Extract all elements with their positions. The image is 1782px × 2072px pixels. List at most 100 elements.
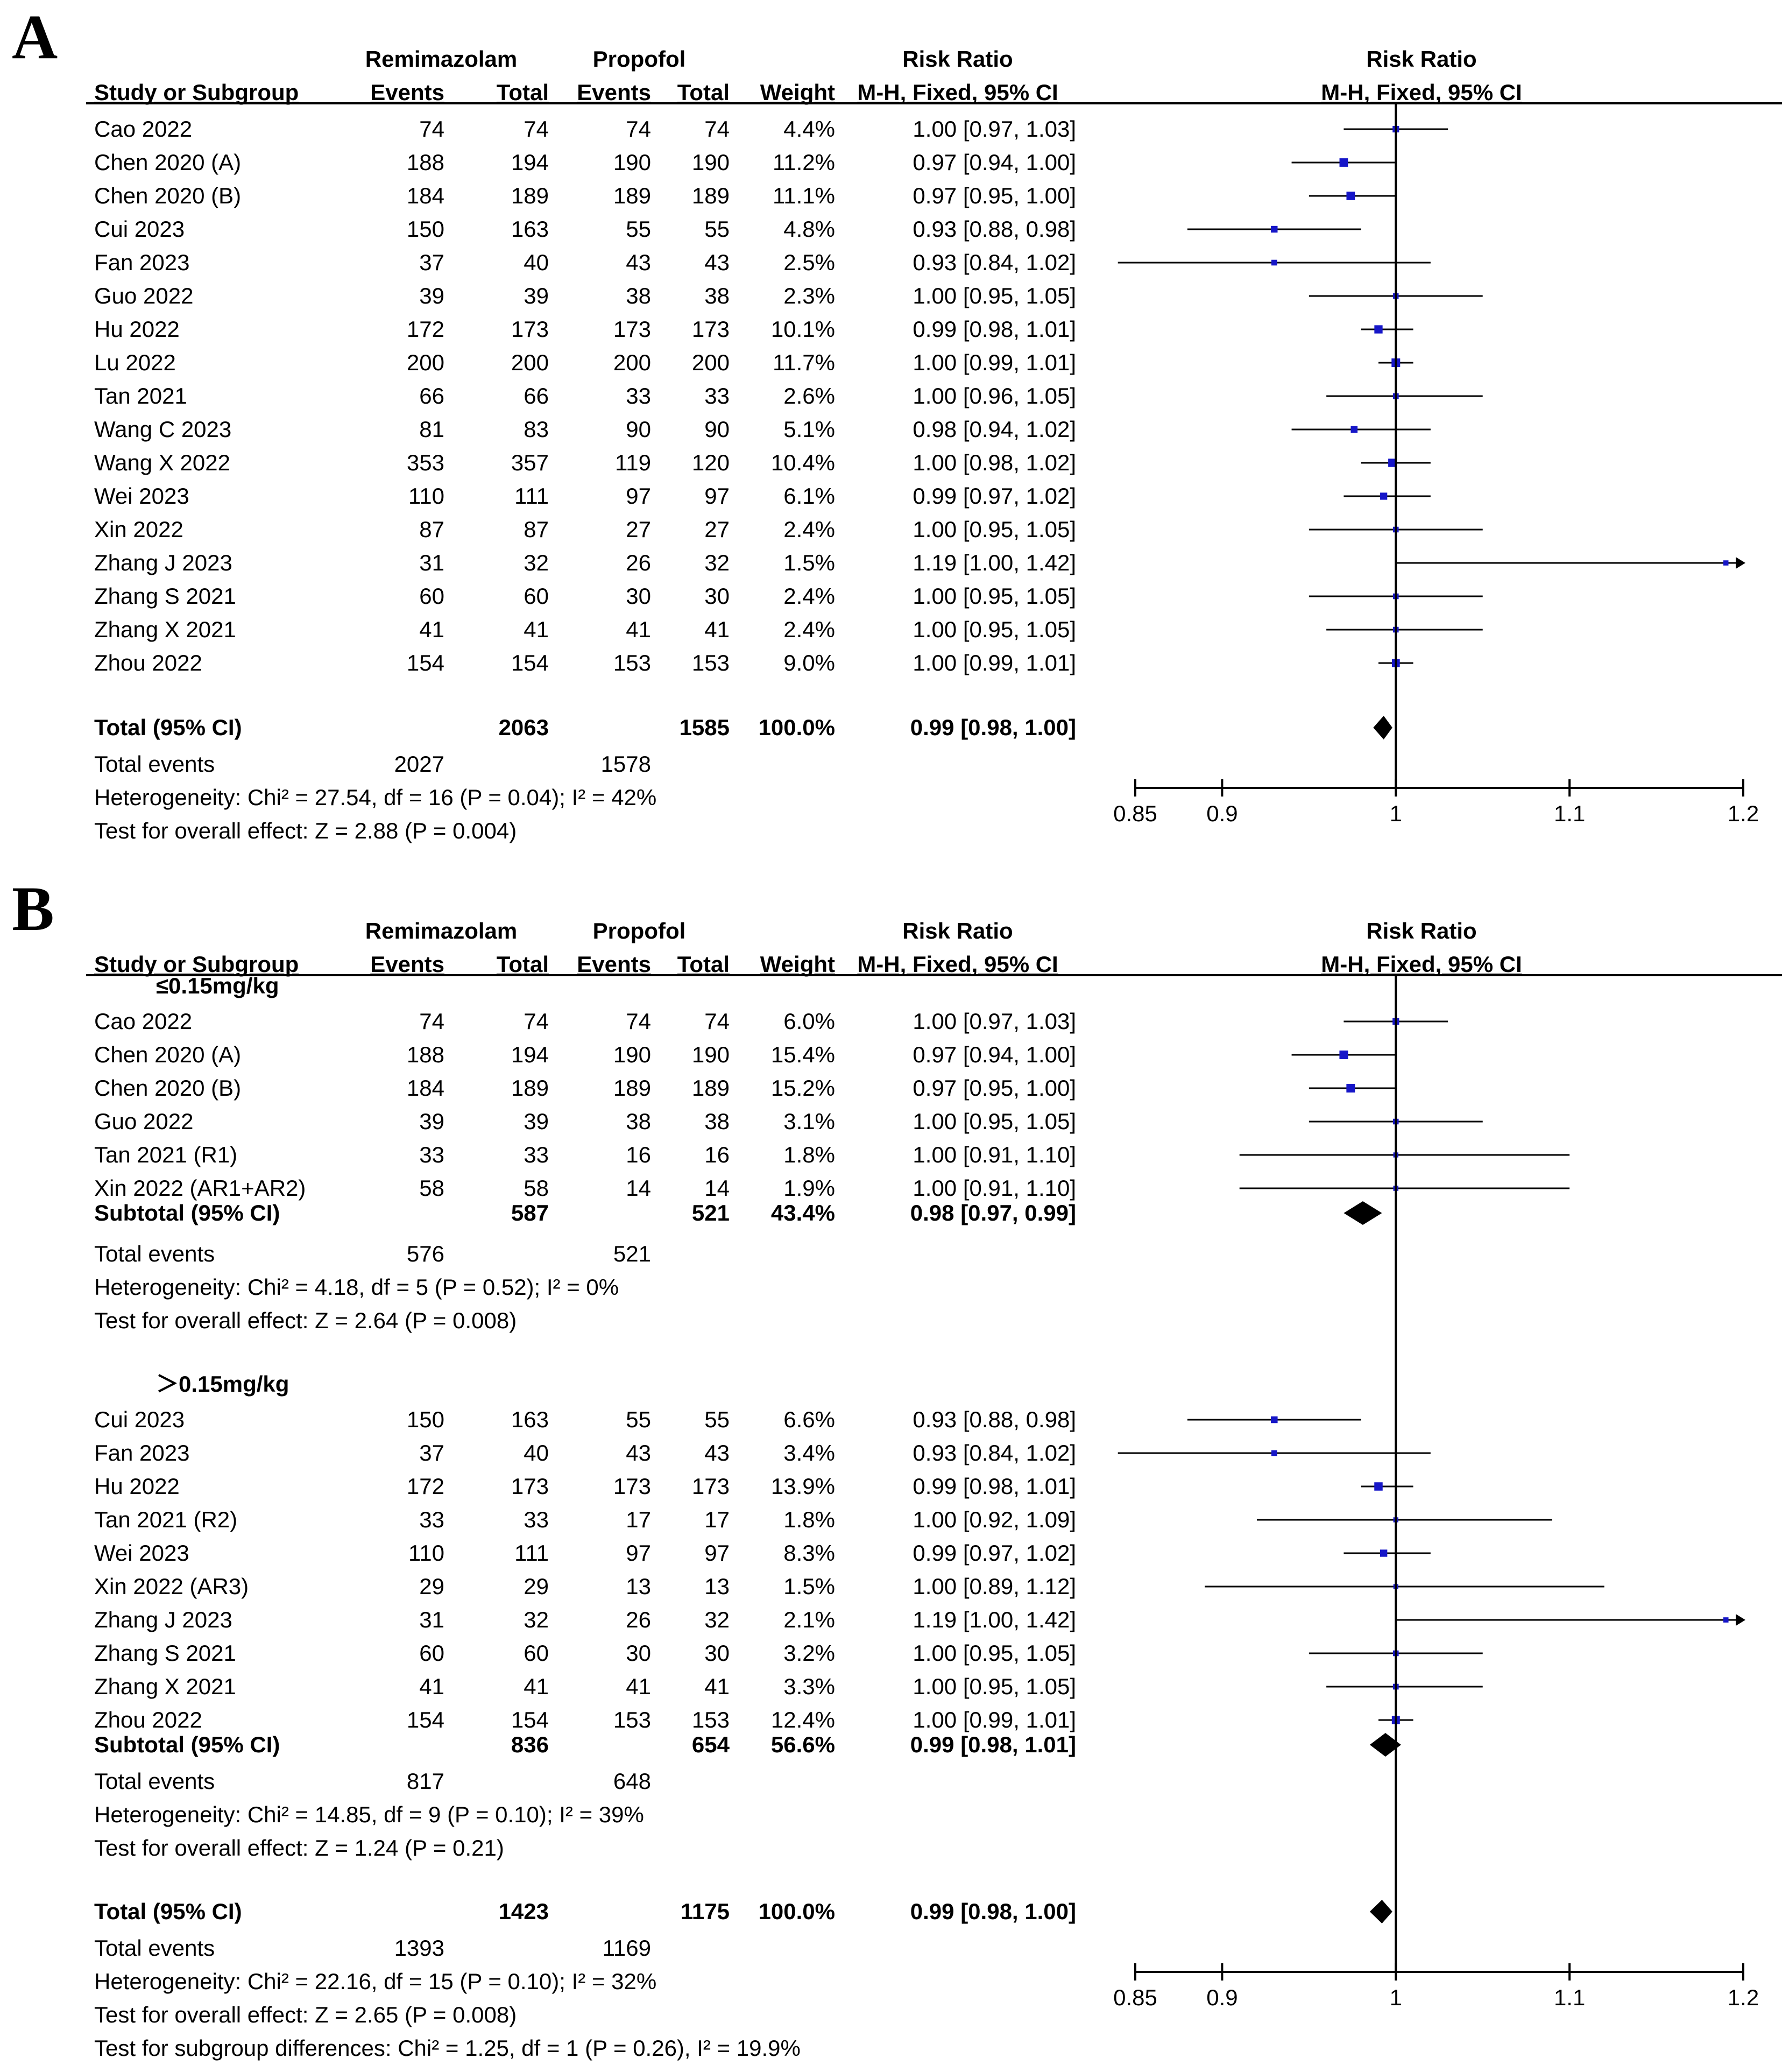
total2-header: Total — [677, 80, 730, 105]
x-tick-label: 0.85 — [1113, 1985, 1157, 2010]
total1-header: Total — [496, 952, 549, 977]
total-events2: 521 — [613, 1241, 651, 1266]
total1-value: 194 — [511, 1042, 549, 1067]
weight-value: 3.2% — [783, 1640, 835, 1666]
study-name: Guo 2022 — [94, 1109, 194, 1134]
study-name: Wei 2023 — [94, 483, 189, 509]
events2-header: Events — [577, 80, 651, 105]
total-events2: 1578 — [600, 751, 651, 777]
total1-value: 111 — [514, 1540, 549, 1566]
x-tick-label: 1 — [1389, 1985, 1402, 2010]
events2-value: 190 — [613, 150, 651, 175]
total-weight: 43.4% — [770, 1200, 835, 1225]
total2-value: 16 — [704, 1142, 730, 1167]
total-ci: 0.98 [0.97, 0.99] — [910, 1200, 1076, 1225]
study-marker — [1380, 492, 1388, 500]
events1-header: Events — [370, 952, 444, 977]
panel-letter: B — [12, 873, 54, 944]
total2-value: 38 — [704, 1109, 730, 1134]
events1-value: 41 — [419, 1674, 444, 1699]
ci-value: 1.00 [0.98, 1.02] — [913, 450, 1076, 475]
events1-value: 39 — [419, 283, 444, 308]
total2-value: 17 — [704, 1507, 730, 1532]
events2-value: 97 — [626, 483, 651, 509]
total1-value: 58 — [524, 1175, 549, 1201]
heterogeneity-text: Heterogeneity: Chi² = 14.85, df = 9 (P =… — [94, 1802, 644, 1827]
study-name: Fan 2023 — [94, 250, 190, 275]
events2-value: 14 — [626, 1175, 651, 1201]
ci-value: 1.00 [0.95, 1.05] — [913, 517, 1076, 542]
total2-value: 153 — [691, 650, 730, 675]
overall-effect-text: Test for overall effect: Z = 2.64 (P = 0… — [94, 1308, 517, 1333]
forest-plot-panel-a: A Remimazolam Propofol Risk Ratio Risk Rati… — [0, 0, 1782, 872]
study-marker — [1271, 1450, 1277, 1456]
plot-rr-method-header: M-H, Fixed, 95% CI — [1321, 952, 1522, 977]
total-events1: 576 — [406, 1241, 444, 1266]
study-name: Wang X 2022 — [94, 450, 230, 475]
events2-value: 119 — [615, 450, 651, 475]
weight-value: 6.6% — [783, 1407, 835, 1432]
pooled-diamond — [1369, 1900, 1392, 1923]
group2-header: Propofol — [592, 46, 686, 72]
total2-value: 189 — [691, 1075, 730, 1101]
subgroup-heading: ≤0.15mg/kg — [156, 973, 279, 998]
total1-value: 41 — [524, 1674, 549, 1699]
total2-value: 27 — [704, 517, 730, 542]
events2-value: 30 — [626, 1640, 651, 1666]
total1-value: 60 — [524, 1640, 549, 1666]
total1-value: 173 — [511, 1474, 549, 1499]
rr-header: Risk Ratio — [902, 918, 1013, 943]
total-events1: 817 — [406, 1768, 444, 1794]
events1-header: Events — [370, 80, 444, 105]
total-events1: 2027 — [394, 751, 444, 777]
study-name: Zhang J 2023 — [94, 550, 232, 575]
x-tick-label: 0.9 — [1206, 1985, 1238, 2010]
total2-value: 41 — [704, 1674, 730, 1699]
total1-value: 40 — [524, 1440, 549, 1465]
total1-value: 163 — [511, 216, 549, 242]
plot-rr-header: Risk Ratio — [1366, 46, 1477, 72]
subgroup-difference-text: Test for subgroup differences: Chi² = 1.… — [94, 2035, 801, 2061]
study-name: Xin 2022 (AR1+AR2) — [94, 1175, 306, 1201]
study-marker — [1350, 426, 1358, 433]
total2-value: 90 — [704, 417, 730, 442]
ci-value: 0.93 [0.84, 1.02] — [913, 1440, 1076, 1465]
total1-header: Total — [496, 80, 549, 105]
study-name: Fan 2023 — [94, 1440, 190, 1465]
study-name: Hu 2022 — [94, 1474, 180, 1499]
events1-value: 33 — [419, 1142, 444, 1167]
total1-value: 83 — [524, 417, 549, 442]
ci-value: 1.00 [0.97, 1.03] — [913, 1009, 1076, 1034]
weight-value: 3.1% — [783, 1109, 835, 1134]
total-events-label: Total events — [94, 1241, 215, 1266]
events1-value: 172 — [406, 316, 444, 342]
total-ci: 0.99 [0.98, 1.00] — [910, 715, 1076, 740]
events1-value: 60 — [419, 583, 444, 609]
study-marker — [1723, 1617, 1729, 1623]
weight-value: 2.5% — [783, 250, 835, 275]
events1-value: 29 — [419, 1574, 444, 1599]
pooled-diamond — [1343, 1201, 1382, 1225]
ci-value: 0.97 [0.94, 1.00] — [913, 150, 1076, 175]
ci-value: 0.97 [0.94, 1.00] — [913, 1042, 1076, 1067]
ci-value: 1.00 [0.95, 1.05] — [913, 617, 1076, 642]
study-marker — [1723, 560, 1729, 566]
weight-value: 1.8% — [783, 1142, 835, 1167]
study-name: Tan 2021 (R2) — [94, 1507, 238, 1532]
weight-value: 8.3% — [783, 1540, 835, 1566]
events2-value: 153 — [613, 1707, 651, 1732]
x-tick-label: 1.2 — [1727, 1985, 1759, 2010]
ci-value: 1.00 [0.96, 1.05] — [913, 383, 1076, 408]
weight-value: 11.2% — [773, 150, 835, 175]
total-weight: 100.0% — [758, 1899, 835, 1924]
x-tick-label: 0.9 — [1206, 801, 1238, 826]
total-events-label: Total events — [94, 751, 215, 777]
events1-value: 81 — [419, 417, 444, 442]
study-name: Chen 2020 (B) — [94, 183, 242, 208]
total2-value: 41 — [704, 617, 730, 642]
plot-rr-method-header: M-H, Fixed, 95% CI — [1321, 80, 1522, 105]
study-name: Zhang J 2023 — [94, 1607, 232, 1632]
total1-value: 66 — [524, 383, 549, 408]
total-weight: 100.0% — [758, 715, 835, 740]
events2-value: 41 — [626, 1674, 651, 1699]
